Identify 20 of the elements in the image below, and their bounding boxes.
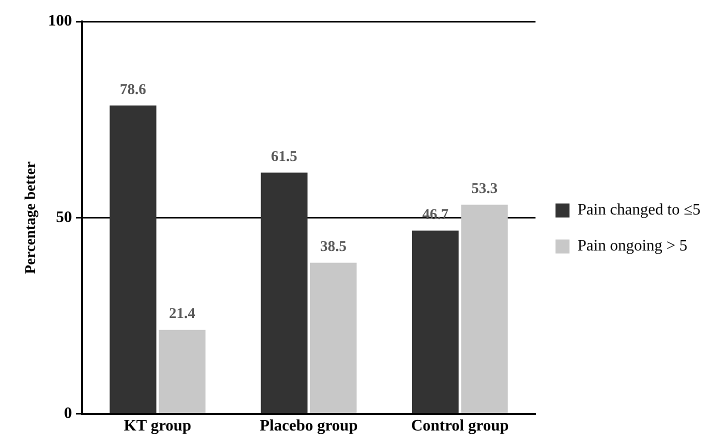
y-tick-label: 100 [48,12,72,30]
y-tick-label: 50 [56,208,72,226]
legend-label: Pain ongoing > 5 [578,238,688,255]
bar [260,172,308,414]
data-label: 61.5 [271,148,298,165]
x-tick-label: Control group [411,418,509,435]
y-tick-label: 0 [64,404,72,422]
x-tick-label: KT group [124,418,192,435]
bar [461,204,508,414]
data-label: 38.5 [320,239,346,256]
legend-label: Pain changed to ≤5 [578,202,700,219]
bar [110,106,156,414]
bar [310,262,357,414]
bar [158,330,206,414]
bar [412,230,459,414]
x-tick-label: Placebo group [260,418,358,435]
y-axis-title: Percentage better [22,161,39,274]
data-label: 78.6 [120,82,147,98]
data-label: 53.3 [471,181,498,198]
data-label: 21.4 [169,306,196,322]
